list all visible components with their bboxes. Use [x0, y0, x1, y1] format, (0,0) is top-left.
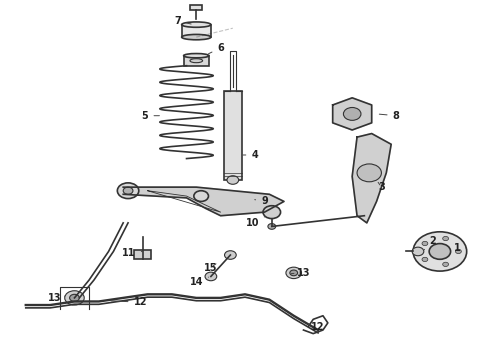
Text: 15: 15 — [204, 262, 218, 273]
Bar — [182, 24, 211, 37]
Text: 12: 12 — [111, 297, 147, 307]
Circle shape — [268, 224, 276, 229]
Bar — [134, 249, 151, 258]
Circle shape — [357, 164, 381, 182]
Text: 2: 2 — [424, 236, 436, 249]
Circle shape — [123, 187, 133, 194]
Circle shape — [442, 262, 448, 266]
Bar — [184, 56, 209, 66]
Text: 14: 14 — [190, 277, 208, 287]
Circle shape — [422, 241, 428, 246]
Text: 1: 1 — [454, 243, 466, 253]
Circle shape — [263, 206, 281, 219]
Circle shape — [224, 251, 236, 259]
Circle shape — [205, 272, 217, 281]
Circle shape — [343, 108, 361, 120]
Text: 5: 5 — [142, 111, 159, 121]
Ellipse shape — [182, 22, 211, 27]
Circle shape — [422, 257, 428, 262]
Text: 11: 11 — [122, 248, 143, 258]
Text: 3: 3 — [378, 182, 385, 192]
Circle shape — [456, 249, 461, 253]
Bar — [224, 91, 242, 180]
Text: 4: 4 — [243, 150, 258, 160]
Circle shape — [227, 176, 239, 184]
Circle shape — [429, 244, 451, 259]
Text: 12: 12 — [308, 322, 325, 332]
Circle shape — [442, 237, 448, 241]
Bar — [191, 5, 202, 10]
Polygon shape — [352, 134, 391, 223]
Circle shape — [290, 270, 297, 276]
Text: 13: 13 — [291, 268, 310, 278]
Circle shape — [65, 291, 84, 305]
Polygon shape — [123, 187, 284, 216]
Text: 13: 13 — [48, 293, 65, 303]
Circle shape — [413, 232, 466, 271]
Text: 6: 6 — [209, 43, 224, 54]
Circle shape — [412, 247, 424, 256]
Text: 8: 8 — [379, 111, 399, 121]
Circle shape — [194, 191, 208, 202]
Ellipse shape — [184, 54, 209, 58]
Polygon shape — [333, 98, 372, 130]
Text: 7: 7 — [174, 16, 191, 26]
Circle shape — [286, 267, 301, 279]
Ellipse shape — [190, 59, 202, 63]
Ellipse shape — [182, 35, 211, 40]
Circle shape — [117, 183, 139, 199]
Text: 10: 10 — [245, 217, 265, 228]
Circle shape — [70, 294, 79, 301]
Text: 9: 9 — [255, 197, 268, 206]
